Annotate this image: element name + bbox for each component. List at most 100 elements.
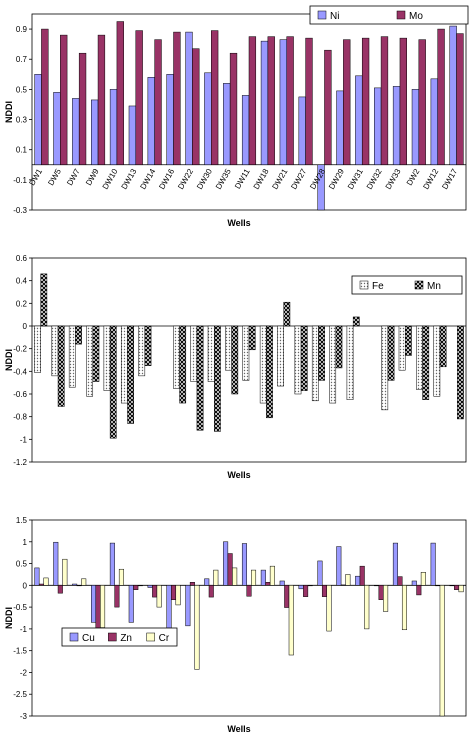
bar-zn [38,583,44,586]
bar-ni [204,72,212,166]
bar-mn [231,325,239,395]
bar-zn [284,585,290,608]
bar-ni [223,83,231,166]
bar-cr [383,585,389,612]
bar-cr [364,585,370,630]
bar-fe [346,325,354,400]
y-tick-label: 0.9 [16,25,28,34]
bar-fe [68,325,76,388]
legend-label-cr: Cr [159,633,170,644]
bar-fe [51,325,59,377]
bar-mo [97,34,106,166]
bar-zn [378,585,384,600]
bar-fe [138,325,146,377]
y-tick-label: 0.4 [16,277,28,286]
bar-fe [398,325,406,371]
bar-zn [133,585,139,590]
y-tick-label: -0.4 [13,367,27,376]
bar-fe [34,325,41,373]
bar-mn [109,325,117,439]
bar-cu [449,585,455,587]
y-tick-label: 0.5 [16,560,28,569]
bar-cu [336,546,342,586]
bar-mo [343,39,351,166]
bar-mn [404,325,412,356]
bar-cu [72,583,78,586]
bar-cu [374,585,380,587]
bar-ni [166,74,174,166]
bar-cu [298,585,304,590]
bar-zn [246,585,252,597]
bar-mo [229,52,238,166]
bar-fe [173,325,180,389]
y-tick-label: -2 [20,668,28,677]
bar-cr [62,558,68,586]
bar-cu [109,542,115,586]
y-tick-label: 0.1 [16,146,28,155]
bar-fe [259,325,267,404]
bar-cr [175,585,181,606]
bar-cr [420,572,426,586]
bar-mn [318,325,325,381]
legend-swatch-fe [359,280,369,290]
bar-mo [173,31,181,166]
bar-cr [81,578,87,586]
bar-mn [248,325,256,351]
y-tick-label: 0.7 [16,55,28,64]
bar-zn [227,553,233,586]
bar-cu [260,569,266,586]
legend-label-zn: Zn [120,633,132,644]
y-tick-label: -3 [20,712,28,721]
bar-zn [416,585,422,596]
bar-cu [279,580,285,586]
y-tick-label: 0 [23,581,28,590]
y-tick-label: 1 [23,538,28,547]
bar-ni [430,78,438,166]
bar-cu [147,585,153,588]
bar-fe [381,325,389,411]
bar-mn [75,325,82,345]
bar-fe [311,325,319,402]
legend-label-ni: Ni [330,11,339,22]
bar-zn [359,565,365,586]
bar-mn [457,325,464,420]
legend-swatch-ni [317,10,327,20]
bar-zn [114,585,120,608]
bar-mn [283,301,291,327]
bar-zn [171,585,177,600]
y-axis-label: NDDI [4,349,14,371]
bar-mo [78,52,87,166]
bar-zn [397,576,403,586]
bar-zn [454,585,460,590]
y-tick-label: -1 [20,625,28,634]
y-tick-label: -1.2 [13,458,27,467]
bar-cu [34,567,40,586]
bar-mn [92,325,100,382]
y-axis-label: NDDI [4,607,14,629]
y-tick-label: -0.2 [13,345,27,354]
bar-cu [411,580,417,586]
bar-mo [154,39,162,166]
bar-mo [380,36,389,166]
y-tick-label: -0.1 [13,176,27,185]
bar-ni [260,40,269,166]
bar-mn [352,316,360,327]
legend-box [309,5,469,25]
bar-zn [340,584,346,586]
bar-mo [135,30,143,166]
bar-fe [242,325,250,381]
bar-cu [204,578,210,586]
bar-fe [120,325,128,404]
bar-fe [225,325,232,371]
bar-mo [286,36,294,166]
legend-swatch-mo [396,10,406,20]
bar-mn [266,325,273,419]
bar-fe [329,325,337,404]
bar-mn [300,325,308,391]
bar-ni [411,89,420,166]
bar-zn [265,582,271,586]
